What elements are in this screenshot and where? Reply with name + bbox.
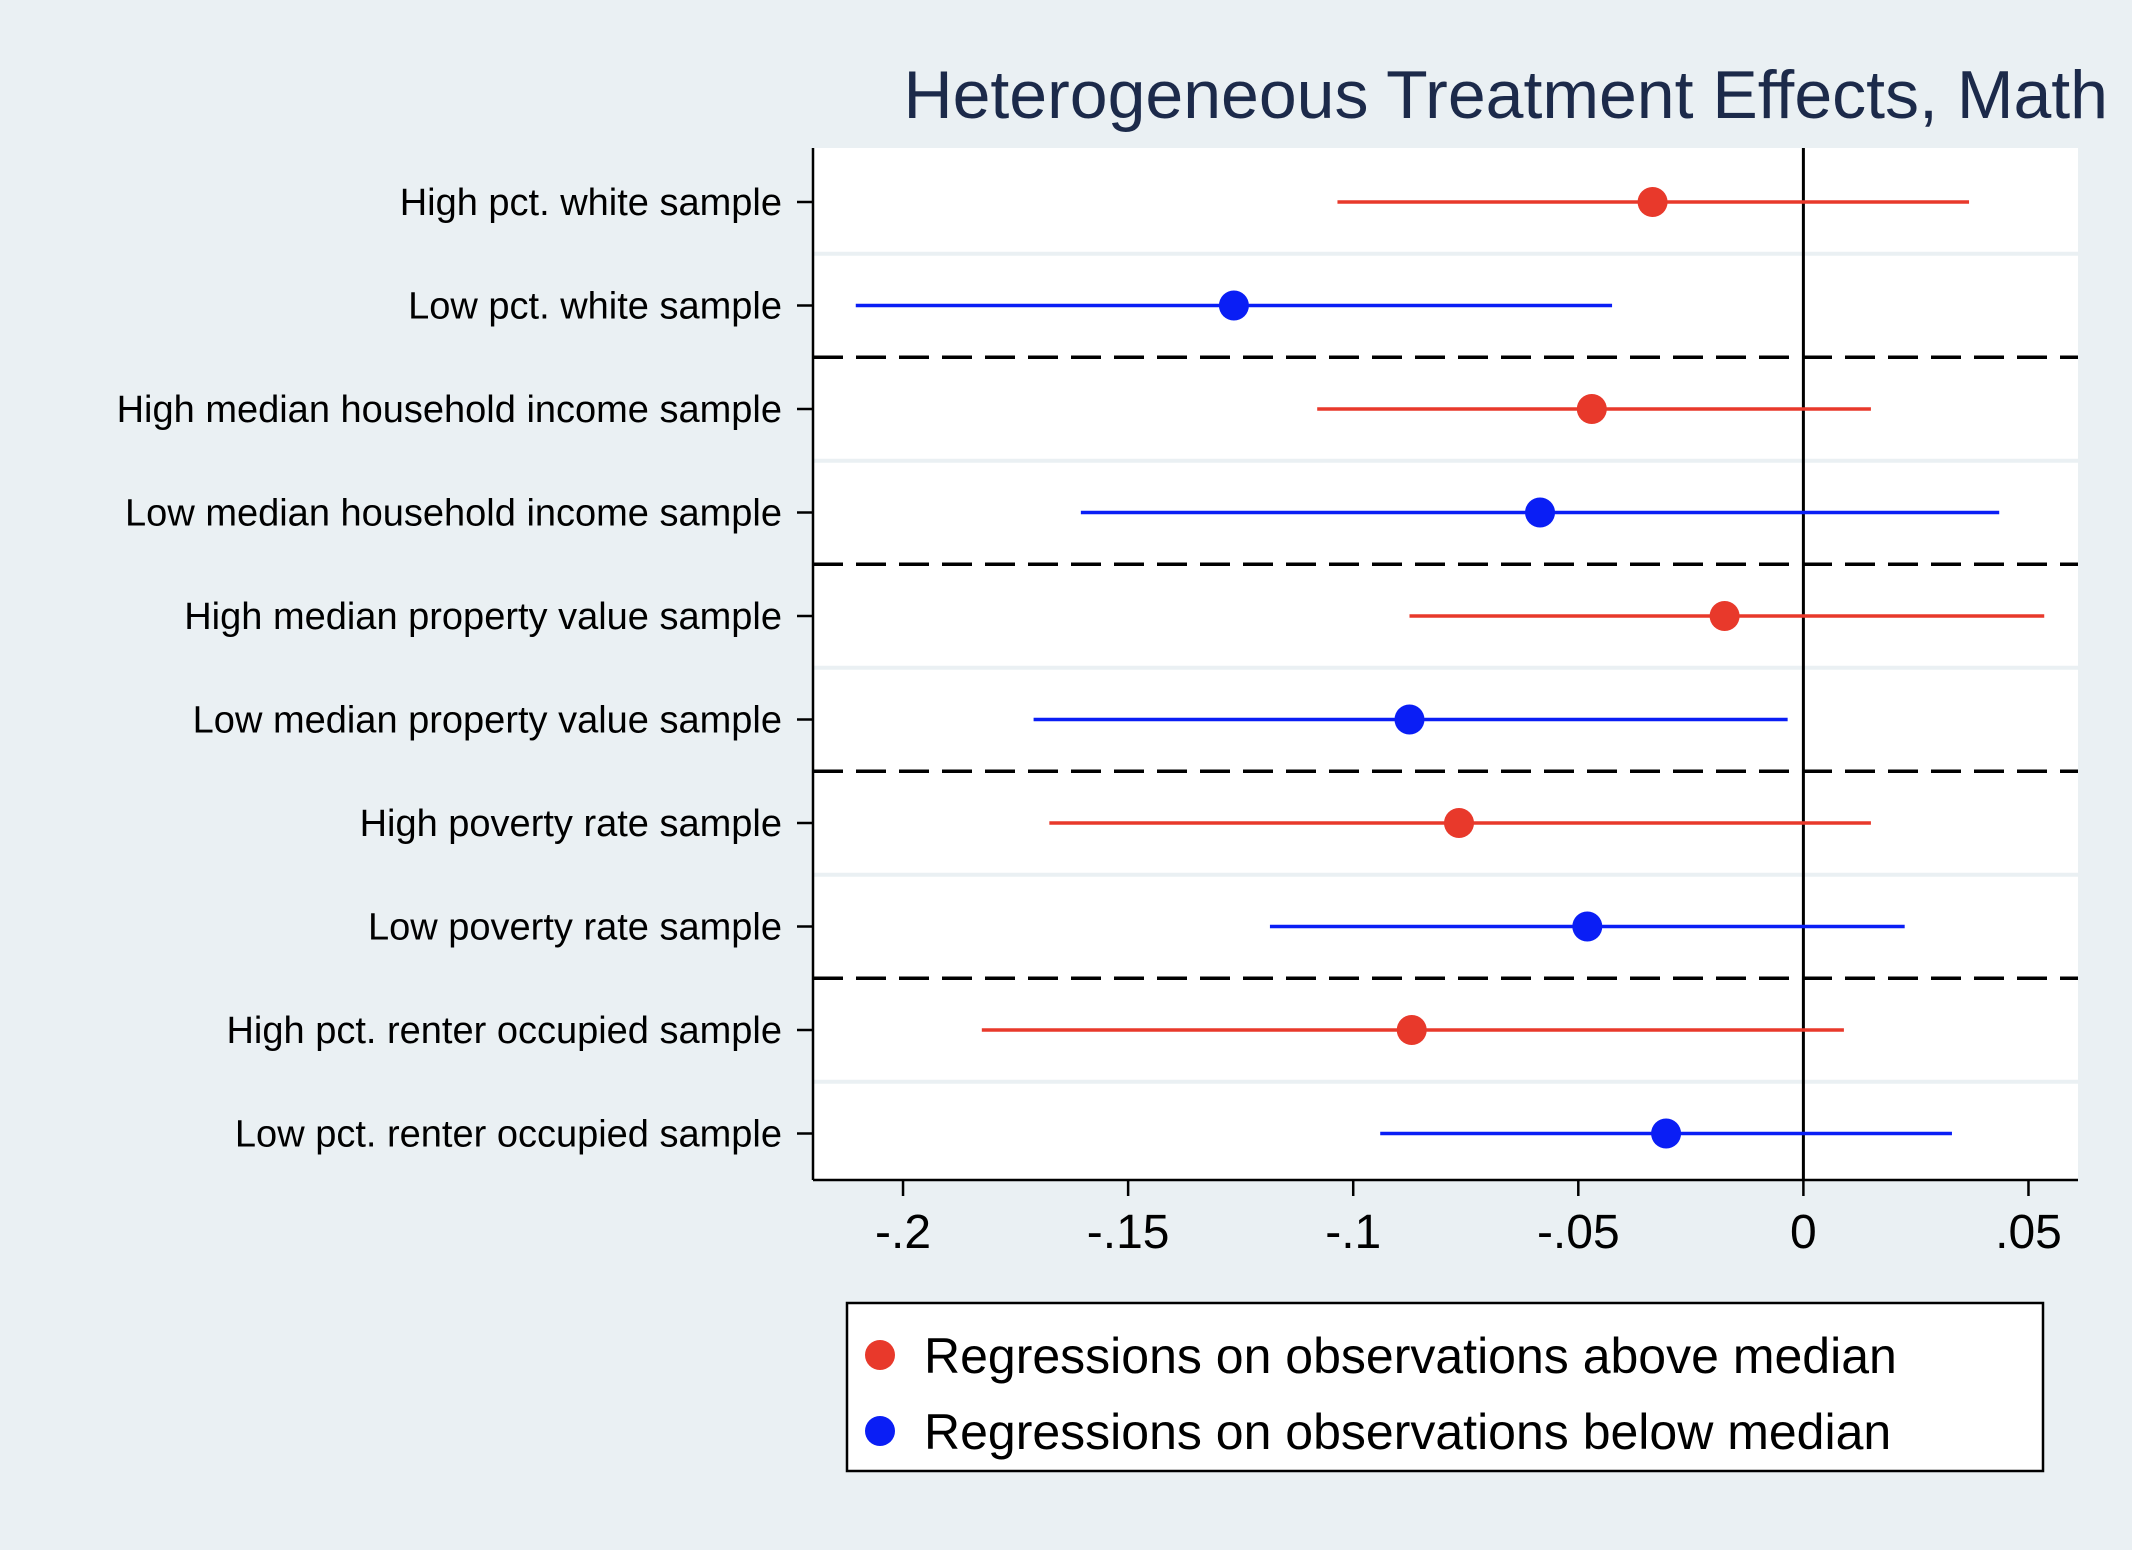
- y-category-label: Low median property value sample: [193, 700, 782, 742]
- plot-area: -.2 -.15 -.1 -.05 0 .05 High pct. white sample…: [117, 148, 2078, 1259]
- point-estimate-above: [1396, 1015, 1427, 1045]
- point-estimate-below: [1394, 704, 1425, 735]
- legend-marker-above: [865, 1340, 895, 1370]
- x-tick-label: -.05: [1537, 1206, 1620, 1259]
- plot-background: [813, 148, 2078, 1180]
- point-estimate-below: [1218, 290, 1249, 321]
- y-category-label: High poverty rate sample: [360, 803, 782, 845]
- chart-title: Heterogeneous Treatment Effects, Math: [903, 57, 2108, 133]
- x-tick-label: 0: [1790, 1206, 1817, 1259]
- x-tick-label: -.15: [1087, 1206, 1170, 1259]
- y-category-label: Low poverty rate sample: [368, 907, 782, 949]
- x-tick-label: -.2: [875, 1206, 931, 1259]
- y-category-label: Low median household income sample: [125, 493, 782, 535]
- y-category-label: Low pct. white sample: [408, 286, 782, 328]
- legend: Regressions on observations above median…: [845, 1301, 2045, 1473]
- legend-box: [845, 1301, 2045, 1473]
- point-estimate-below: [1572, 911, 1603, 942]
- y-category-label: High median household income sample: [117, 389, 782, 431]
- point-estimate-above: [1444, 808, 1475, 838]
- point-estimate-below: [1525, 497, 1556, 528]
- y-category-label: High median property value sample: [184, 596, 782, 638]
- point-estimate-above: [1637, 187, 1668, 217]
- point-estimate-above: [1576, 394, 1607, 424]
- y-category-label: High pct. white sample: [400, 182, 782, 224]
- x-tick-label: .05: [1995, 1206, 2062, 1259]
- point-estimate-below: [1651, 1118, 1682, 1149]
- point-estimate-above: [1709, 601, 1740, 631]
- x-tick-label: -.1: [1325, 1206, 1381, 1259]
- legend-label-below: Regressions on observations below median: [924, 1404, 1891, 1460]
- legend-marker-below: [865, 1416, 895, 1446]
- y-category-label: Low pct. renter occupied sample: [235, 1114, 782, 1156]
- legend-label-above: Regressions on observations above median: [924, 1328, 1897, 1384]
- y-category-label: High pct. renter occupied sample: [226, 1010, 782, 1052]
